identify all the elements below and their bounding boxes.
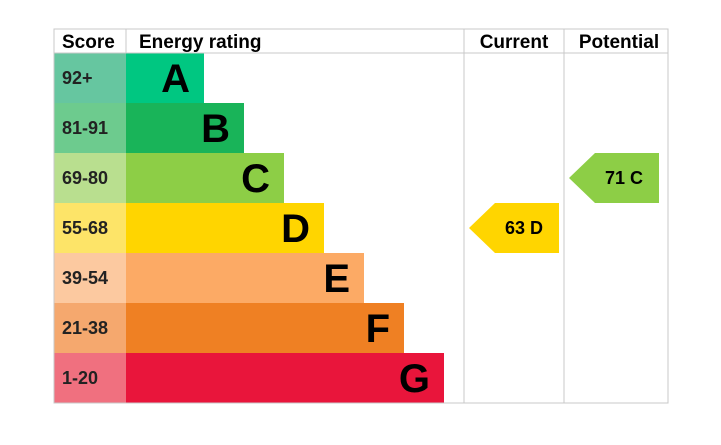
- energy-rating-header: Energy rating: [139, 32, 261, 53]
- grid-layer: [53, 28, 669, 404]
- band-bar-d: [126, 203, 324, 253]
- score-range-e: 39-54: [62, 268, 108, 288]
- band-letter-d: D: [281, 207, 310, 251]
- band-bar-g: [126, 353, 444, 403]
- band-bar-a: [126, 53, 204, 103]
- current-header: Current: [480, 32, 549, 53]
- potential-arrow: [569, 153, 659, 203]
- band-bar-c: [126, 153, 284, 203]
- potential-header: Potential: [579, 32, 659, 53]
- current-rating-label: 63 D: [505, 218, 543, 238]
- band-letter-c: C: [241, 157, 270, 201]
- band-bar-f: [126, 303, 404, 353]
- score-cell-f: [54, 303, 126, 353]
- band-bar-e: [126, 253, 364, 303]
- band-bar-b: [126, 103, 244, 153]
- band-letter-b: B: [201, 107, 230, 151]
- score-range-c: 69-80: [62, 168, 108, 188]
- band-letter-e: E: [323, 257, 350, 301]
- rating-arrows-layer: 63 D 71 C: [469, 153, 659, 253]
- score-cell-b: [54, 103, 126, 153]
- score-range-f: 21-38: [62, 318, 108, 338]
- score-cell-g: [54, 353, 126, 403]
- score-range-b: 81-91: [62, 118, 108, 138]
- band-letter-f: F: [366, 307, 390, 351]
- score-range-d: 55-68: [62, 218, 108, 238]
- current-arrow: [469, 203, 559, 253]
- band-letter-g: G: [399, 357, 430, 401]
- score-cell-a: [54, 53, 126, 103]
- band-letter-a: A: [161, 57, 190, 101]
- table-frame: [53, 28, 669, 404]
- potential-rating-label: 71 C: [605, 168, 643, 188]
- score-cell-e: [54, 253, 126, 303]
- score-cell-c: [54, 153, 126, 203]
- score-cell-d: [54, 203, 126, 253]
- score-header: Score: [62, 32, 115, 53]
- score-range-a: 92+: [62, 68, 93, 88]
- bands-layer: 92+ A 81-91 B 69-80 C 55-68 D 39-54 E 21-38 F 1-20 G: [54, 53, 444, 403]
- score-range-g: 1-20: [62, 368, 98, 388]
